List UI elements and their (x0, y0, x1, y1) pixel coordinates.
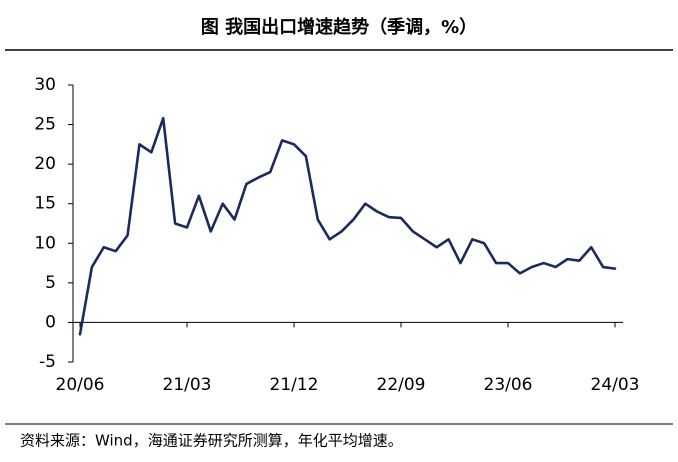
chart-title: 图 我国出口增速趋势（季调，%） (201, 16, 477, 38)
y-tick-label: 0 (45, 312, 56, 332)
y-tick-label: 5 (45, 273, 56, 293)
x-tick-label: 21/03 (163, 375, 212, 395)
y-tick-label: 20 (34, 154, 56, 174)
y-tick-label: 25 (34, 115, 56, 135)
y-tick-label: 30 (34, 75, 56, 95)
x-tick-label: 24/03 (591, 375, 640, 395)
line-series (78, 116, 617, 336)
y-tick-label: 10 (34, 233, 56, 253)
x-tick-label: 21/12 (270, 375, 319, 395)
x-tick-label: 23/06 (484, 375, 533, 395)
y-tick-label: 15 (34, 194, 56, 214)
x-tick-label: 20/06 (56, 375, 105, 395)
y-tick-label: -5 (39, 352, 56, 372)
source-note: 资料来源：Wind，海通证券研究所测算，年化平均增速。 (20, 432, 403, 450)
x-tick-label: 22/09 (377, 375, 426, 395)
